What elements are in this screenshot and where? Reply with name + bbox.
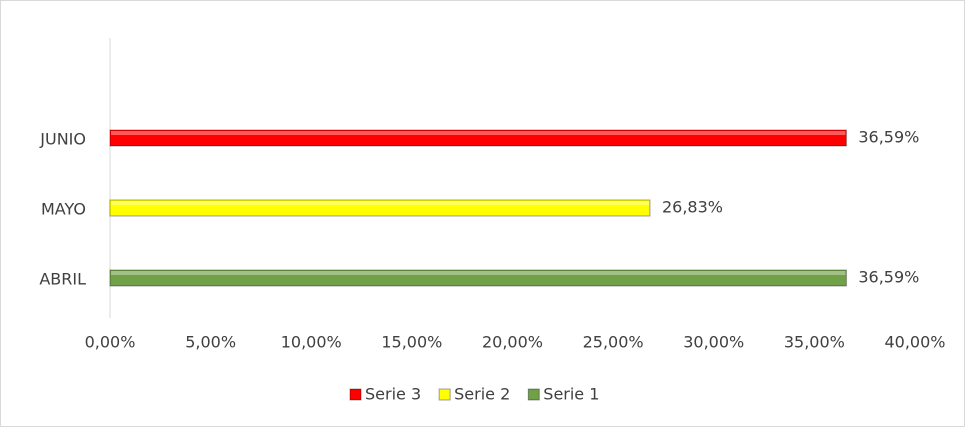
x-tick-label: 35,00% <box>784 333 845 352</box>
y-tick-label: ABRIL <box>39 270 86 289</box>
value-label: 36,59% <box>858 128 919 147</box>
x-tick-label: 25,00% <box>583 333 644 352</box>
legend-swatch <box>349 388 362 401</box>
bar <box>109 129 847 147</box>
y-tick-label: JUNIO <box>39 130 86 149</box>
x-tick-label: 20,00% <box>482 333 543 352</box>
value-label: 26,83% <box>662 198 723 217</box>
y-tick-label: MAYO <box>41 200 86 219</box>
legend-label: Serie 3 <box>365 385 421 404</box>
bar <box>109 269 847 287</box>
x-tick-label: 40,00% <box>884 333 945 352</box>
bar <box>109 199 651 217</box>
bar-highlight <box>111 201 649 205</box>
legend-label: Serie 2 <box>454 385 510 404</box>
legend-swatch <box>527 388 540 401</box>
x-tick-label: 0,00% <box>85 333 136 352</box>
bar-highlight <box>111 131 846 135</box>
x-tick-label: 15,00% <box>381 333 442 352</box>
legend-swatch <box>438 388 451 401</box>
x-tick-label: 30,00% <box>683 333 744 352</box>
x-tick-label: 10,00% <box>281 333 342 352</box>
x-tick-label: 5,00% <box>185 333 236 352</box>
value-label: 36,59% <box>858 268 919 287</box>
bar-highlight <box>111 271 846 275</box>
legend-label: Serie 1 <box>543 385 599 404</box>
